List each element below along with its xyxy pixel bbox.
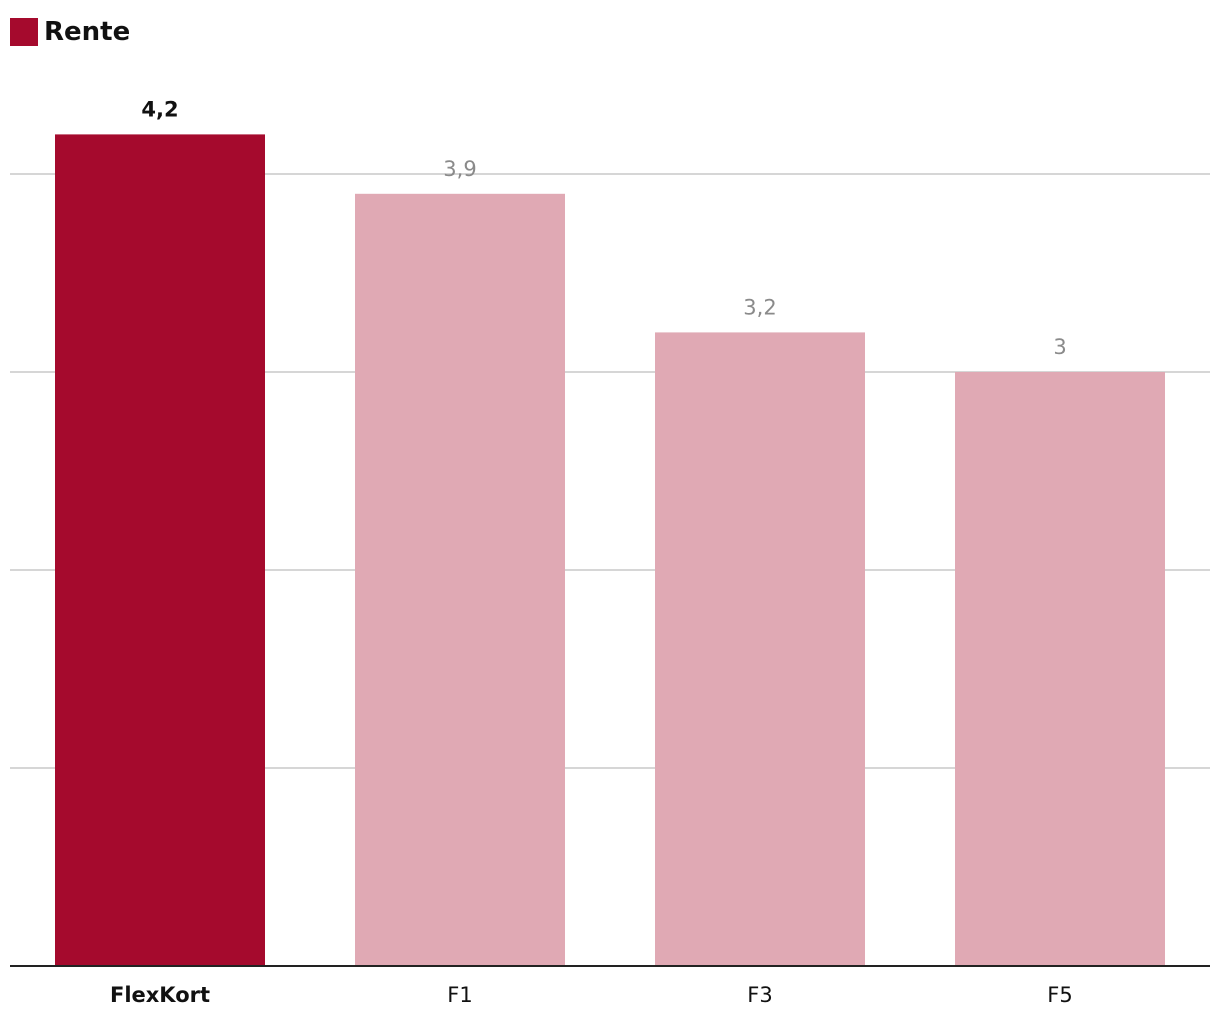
legend-label: Rente: [44, 17, 131, 47]
value-label-f5: 3: [1053, 335, 1066, 359]
x-axis: FlexKort F1 F3 F5: [10, 965, 1210, 1007]
bar-flexkort: [55, 134, 265, 966]
bar-layer: [55, 134, 1165, 967]
category-label-f5: F5: [1047, 983, 1072, 1007]
category-label-flexkort: FlexKort: [110, 983, 210, 1007]
bar-f5: [955, 372, 1165, 966]
chart-legend: Rente: [10, 17, 130, 47]
category-label-f3: F3: [747, 983, 772, 1007]
bar-f1: [355, 193, 565, 967]
value-label-layer: 4,2 3,9 3,2 3: [141, 97, 1066, 359]
value-label-f3: 3,2: [743, 295, 776, 319]
value-label-flexkort: 4,2: [141, 97, 178, 121]
legend-swatch: [10, 18, 38, 46]
value-label-f1: 3,9: [443, 157, 476, 181]
category-label-f1: F1: [447, 983, 472, 1007]
bar-f3: [655, 332, 865, 966]
